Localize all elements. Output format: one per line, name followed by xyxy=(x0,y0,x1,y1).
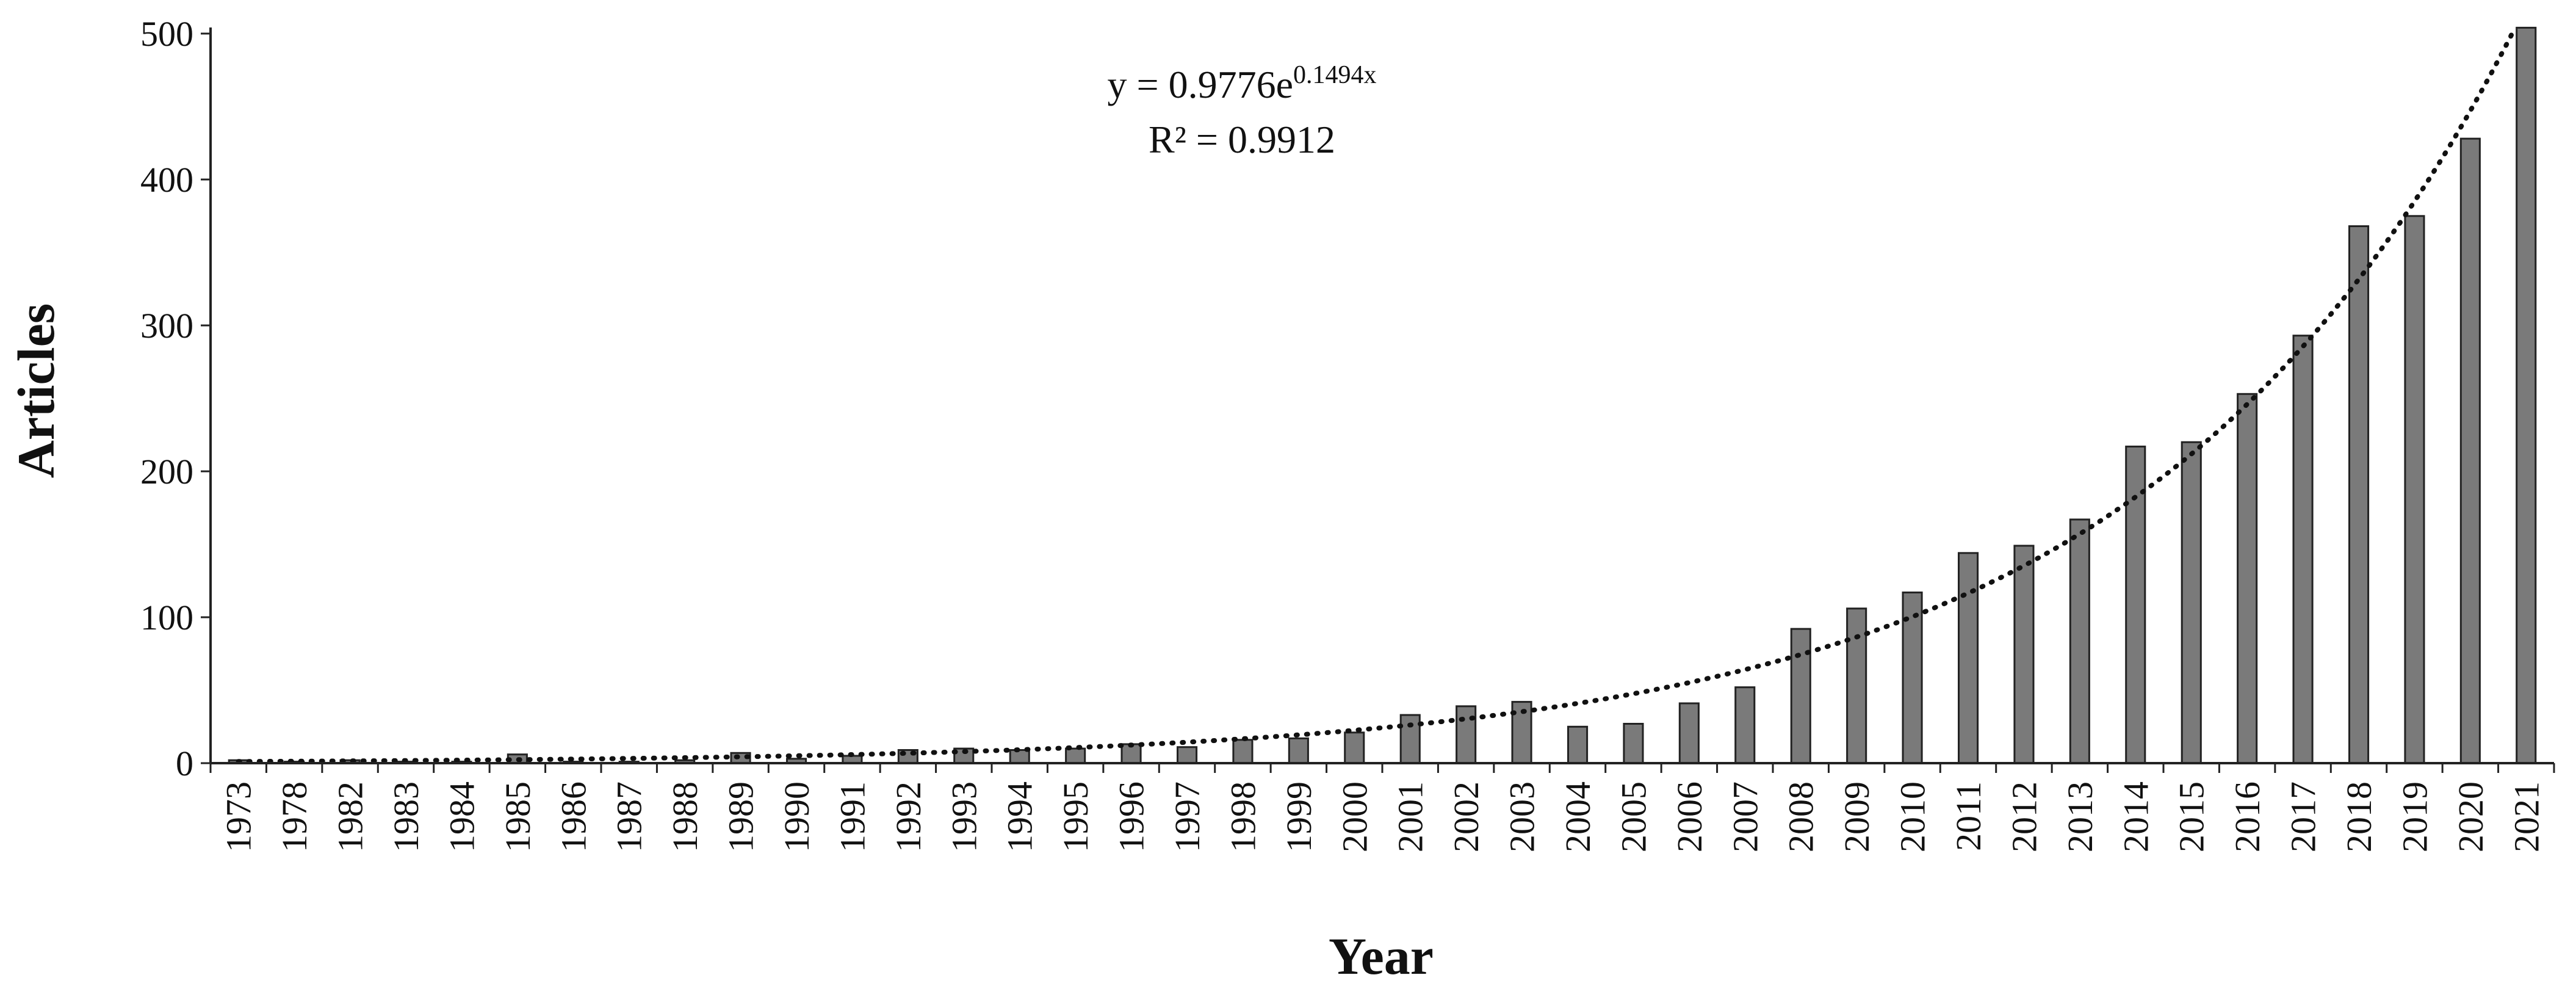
bar-2008 xyxy=(1790,628,1811,764)
x-tick-label-2018: 2018 xyxy=(2339,781,2379,852)
bar-2007 xyxy=(1734,686,1756,764)
x-tick-label-1990: 1990 xyxy=(777,781,817,852)
x-tick-label-1989: 1989 xyxy=(721,781,761,852)
bar-2002 xyxy=(1456,705,1477,764)
x-tick-label-1982: 1982 xyxy=(331,781,370,852)
x-tick-label-2004: 2004 xyxy=(1558,781,1598,852)
bar-2016 xyxy=(2237,393,2258,764)
x-tick-label-1978: 1978 xyxy=(275,781,314,852)
bar-2012 xyxy=(2013,545,2035,764)
x-tick-label-2012: 2012 xyxy=(2004,781,2044,852)
bar-2019 xyxy=(2404,215,2425,764)
bar-2017 xyxy=(2292,335,2314,764)
x-tick-label-2007: 2007 xyxy=(1725,781,1765,852)
x-tick-label-2006: 2006 xyxy=(1670,781,1709,852)
bar-1999 xyxy=(1288,737,1309,764)
bar-2015 xyxy=(2181,441,2202,764)
bar-1994 xyxy=(1009,749,1030,764)
y-tick-label: 500 xyxy=(140,14,193,54)
x-tick-label-1984: 1984 xyxy=(442,781,482,852)
r-squared-text: R² = 0.9912 xyxy=(1149,118,1335,161)
x-tick-label-2005: 2005 xyxy=(1614,781,1653,852)
y-ticks-layer: 0 100 200 300 400 500 xyxy=(140,14,211,783)
x-tick-label-2015: 2015 xyxy=(2172,781,2212,852)
bar-2001 xyxy=(1399,714,1421,764)
x-tick-label-2019: 2019 xyxy=(2395,781,2434,852)
x-tick-label-2014: 2014 xyxy=(2116,781,2156,852)
y-tick-label: 100 xyxy=(140,598,193,637)
bar-2021 xyxy=(2516,26,2537,764)
x-tick-label-1998: 1998 xyxy=(1223,781,1263,852)
bar-1995 xyxy=(1065,747,1086,764)
x-tick-label-1991: 1991 xyxy=(832,781,872,852)
bar-2014 xyxy=(2125,445,2146,764)
x-axis-title: Year xyxy=(1329,927,1434,985)
y-tick-label: 0 xyxy=(176,744,193,783)
trendline-equation: y = 0.9776e0.1494x R² = 0.9912 xyxy=(1108,61,1377,161)
y-tick-label: 400 xyxy=(140,160,193,200)
bar-2013 xyxy=(2069,518,2090,764)
x-tick-label-2008: 2008 xyxy=(1781,781,1821,852)
x-tick-label-1988: 1988 xyxy=(665,781,705,852)
y-axis-title: Articles xyxy=(7,303,65,479)
x-tick-label-2002: 2002 xyxy=(1446,781,1486,852)
x-tick-label-1996: 1996 xyxy=(1112,781,1152,852)
y-tick-label: 200 xyxy=(140,452,193,491)
bar-2011 xyxy=(1958,552,1979,764)
x-tick-label-2003: 2003 xyxy=(1503,781,1542,852)
x-ticks-layer: 1973 1978 1982 1983 1984 1985 1986 1987 1988 1989… xyxy=(209,763,2555,852)
x-tick-label-1995: 1995 xyxy=(1056,781,1095,852)
x-tick-label-2017: 2017 xyxy=(2284,781,2323,852)
x-tick-label-1994: 1994 xyxy=(1000,781,1040,852)
x-tick-label-1997: 1997 xyxy=(1167,781,1207,852)
exponential-trendline xyxy=(236,26,2517,764)
bar-2009 xyxy=(1846,607,1867,764)
x-tick-label-2009: 2009 xyxy=(1837,781,1877,852)
equation-text: y = 0.9776e0.1494x xyxy=(1108,61,1377,106)
y-tick-label: 300 xyxy=(140,306,193,346)
bars-layer xyxy=(228,26,2537,764)
x-tick-label-2020: 2020 xyxy=(2451,781,2491,852)
x-tick-label-2016: 2016 xyxy=(2228,781,2267,852)
x-tick-label-2021: 2021 xyxy=(2506,781,2546,852)
bar-2020 xyxy=(2459,137,2481,764)
bar-1998 xyxy=(1232,739,1254,764)
axes-layer xyxy=(209,27,2554,764)
equation-exponent: 0.1494x xyxy=(1293,61,1377,89)
bar-2000 xyxy=(1344,731,1365,764)
bar-2005 xyxy=(1623,723,1644,764)
bar-2004 xyxy=(1567,725,1589,764)
x-tick-label-1999: 1999 xyxy=(1279,781,1319,852)
x-tick-label-2000: 2000 xyxy=(1335,781,1374,852)
bar-2006 xyxy=(1678,702,1700,764)
x-tick-label-1986: 1986 xyxy=(554,781,593,852)
x-tick-label-1985: 1985 xyxy=(498,781,538,852)
x-tick-label-2001: 2001 xyxy=(1391,781,1431,852)
bar-1997 xyxy=(1177,746,1198,764)
x-tick-label-2013: 2013 xyxy=(2060,781,2100,852)
x-tick-label-1992: 1992 xyxy=(889,781,928,852)
x-tick-label-1993: 1993 xyxy=(944,781,984,852)
x-tick-label-1987: 1987 xyxy=(610,781,649,852)
x-tick-label-2010: 2010 xyxy=(1893,781,1933,852)
x-tick-label-1973: 1973 xyxy=(219,781,259,852)
equation-main: y = 0.9776e xyxy=(1108,63,1294,106)
bar-2018 xyxy=(2348,225,2370,764)
x-tick-label-1983: 1983 xyxy=(386,781,426,852)
x-tick-label-2011: 2011 xyxy=(1949,781,1988,851)
